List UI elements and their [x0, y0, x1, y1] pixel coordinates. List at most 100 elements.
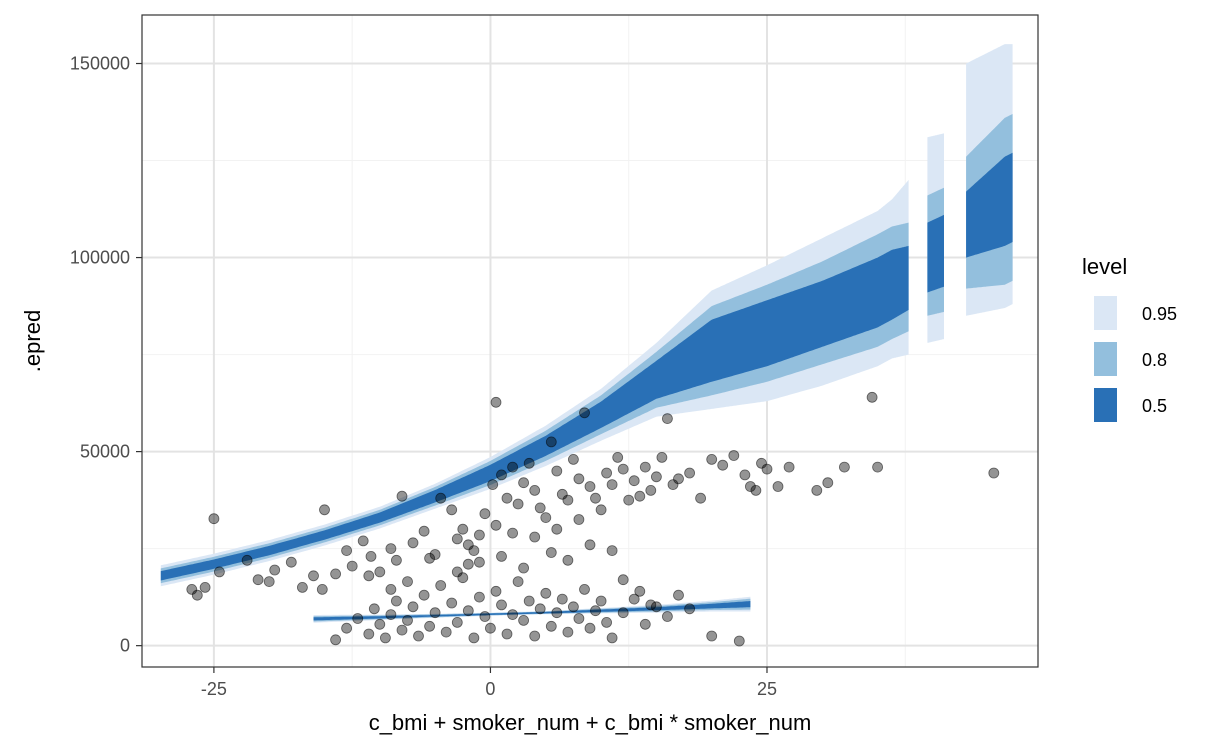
panel-border: [141, 14, 1039, 668]
data-point: [739, 469, 751, 481]
plot-panel: [141, 14, 1039, 668]
data-point: [496, 551, 507, 562]
data-point: [446, 504, 458, 516]
data-point: [341, 622, 353, 634]
data-point: [595, 595, 607, 607]
data-point: [487, 479, 499, 491]
data-point: [368, 603, 380, 615]
data-point: [573, 473, 585, 485]
data-point: [684, 603, 695, 615]
data-point: [988, 467, 1000, 479]
data-point: [446, 597, 458, 609]
data-point: [496, 599, 507, 611]
x-tick-label: 25: [757, 679, 777, 699]
legend-label: 0.5: [1142, 396, 1167, 416]
data-point: [435, 492, 447, 504]
data-point: [562, 554, 574, 566]
data-point: [545, 547, 557, 558]
legend-title: level: [1082, 254, 1127, 279]
data-point: [529, 531, 541, 543]
data-point: [523, 457, 535, 469]
data-point: [462, 558, 474, 570]
data-point: [518, 562, 529, 574]
data-point: [540, 587, 552, 599]
data-point: [213, 566, 225, 578]
data-point: [656, 451, 668, 463]
x-axis-title: c_bmi + smoker_num + c_bmi * smoker_num: [369, 710, 812, 735]
data-point: [579, 407, 590, 419]
data-point: [208, 513, 220, 525]
data-point: [606, 632, 618, 644]
data-point: [385, 543, 397, 554]
data-point: [451, 533, 463, 545]
data-point: [761, 463, 773, 475]
data-point: [601, 467, 612, 479]
data-point: [756, 457, 767, 469]
data-point: [584, 481, 596, 492]
data-point: [296, 582, 308, 593]
data-point: [357, 535, 369, 547]
data-point: [772, 481, 784, 492]
data-point: [457, 523, 469, 535]
data-point: [424, 620, 436, 632]
data-point: [385, 584, 397, 595]
data-point: [269, 564, 281, 576]
data-point: [628, 475, 640, 487]
data-point: [319, 504, 330, 516]
data-point: [501, 492, 513, 504]
points: [186, 391, 1000, 647]
data-point: [316, 584, 328, 595]
data-point: [512, 498, 524, 510]
data-point: [374, 618, 386, 630]
data-point: [518, 477, 529, 489]
data-point: [634, 585, 646, 597]
data-point: [512, 576, 524, 587]
data-point: [199, 582, 211, 593]
data-point: [396, 490, 408, 502]
data-point: [673, 473, 684, 485]
data-point: [507, 527, 518, 539]
ribbon-band-50: [313, 601, 751, 621]
data-point: [396, 624, 408, 636]
data-point: [651, 471, 662, 483]
data-point: [562, 494, 574, 506]
data-point: [402, 576, 413, 587]
data-point: [579, 584, 590, 595]
legend-key: [1094, 388, 1117, 422]
data-point: [684, 467, 695, 479]
data-point: [695, 492, 706, 504]
data-point: [556, 593, 568, 605]
data-point: [490, 519, 502, 531]
data-point: [518, 615, 529, 626]
data-point: [545, 620, 557, 632]
data-point: [590, 605, 601, 617]
data-point: [839, 461, 850, 473]
data-point: [308, 570, 319, 582]
data-point: [473, 529, 485, 541]
data-point: [667, 479, 679, 491]
data-point: [352, 613, 364, 624]
data-point: [617, 607, 629, 619]
data-point: [639, 618, 651, 630]
data-point: [595, 504, 607, 516]
data-point: [496, 469, 507, 481]
y-axis: 0 50000 100000 150000: [70, 54, 142, 656]
data-point: [601, 617, 612, 628]
data-point: [662, 611, 673, 622]
data-point: [501, 628, 513, 640]
x-axis: -25 0 25: [201, 667, 777, 699]
data-point: [534, 603, 546, 615]
data-point: [429, 549, 441, 560]
data-point: [374, 566, 386, 578]
data-point: [584, 539, 596, 551]
data-point: [507, 461, 518, 473]
data-point: [733, 635, 745, 647]
data-point: [330, 634, 342, 646]
data-point: [612, 451, 624, 463]
data-point: [634, 490, 646, 502]
data-point: [783, 461, 795, 473]
data-point: [457, 572, 469, 584]
x-tick-label: 0: [485, 679, 495, 699]
data-point: [617, 574, 629, 586]
